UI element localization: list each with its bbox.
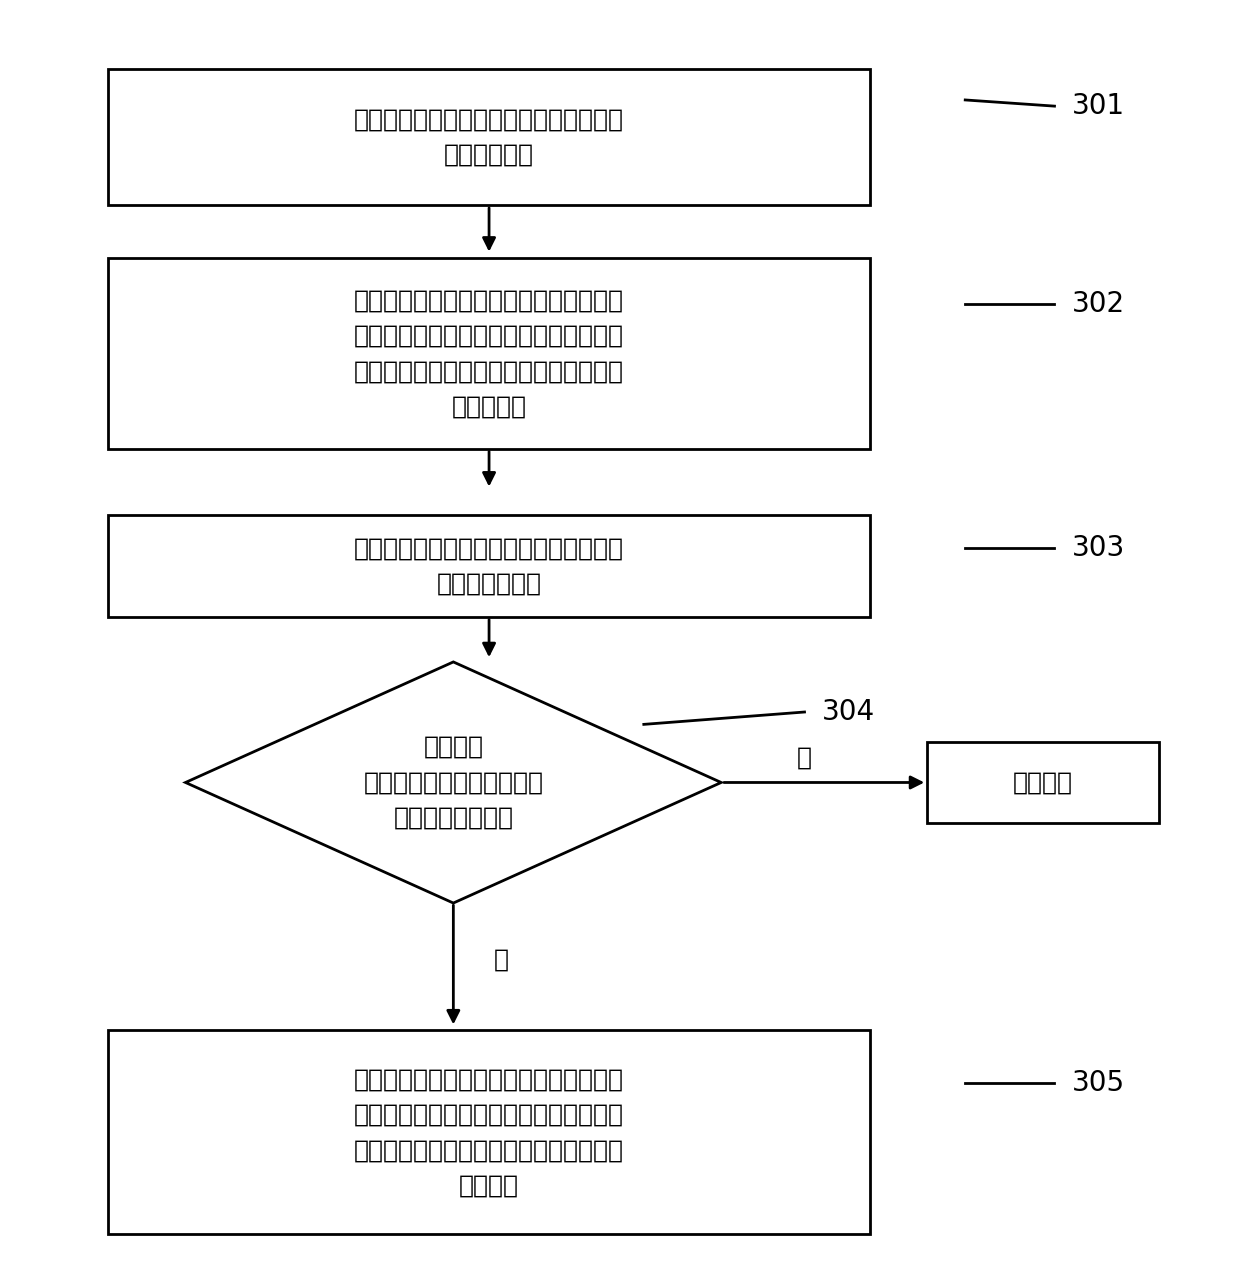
FancyBboxPatch shape xyxy=(926,742,1158,823)
Text: 根据预设系数和所述检测量差值，对所述
预存转速和扭矩的设定范围与氮氧化物检
测量的对应关系中的氮氧化物检测量进行
补偿修正: 根据预设系数和所述检测量差值，对所述 预存转速和扭矩的设定范围与氮氧化物检 测量… xyxy=(355,1068,624,1198)
FancyBboxPatch shape xyxy=(108,70,870,205)
FancyBboxPatch shape xyxy=(108,515,870,617)
Polygon shape xyxy=(186,662,722,903)
Text: 304: 304 xyxy=(822,698,875,726)
Text: 302: 302 xyxy=(1073,290,1126,318)
FancyBboxPatch shape xyxy=(108,258,870,450)
Text: 是: 是 xyxy=(494,947,508,971)
Text: 301: 301 xyxy=(1073,93,1126,120)
Text: 提示故障: 提示故障 xyxy=(1013,770,1073,795)
Text: 获取氮氧化物传感器的氮氧化物检测量作
为第一检测量: 获取氮氧化物传感器的氮氧化物检测量作 为第一检测量 xyxy=(355,107,624,166)
Text: 303: 303 xyxy=(1073,533,1126,562)
Text: 判断所述
检测量差值是否存在于预设
检测量差值范围内: 判断所述 检测量差值是否存在于预设 检测量差值范围内 xyxy=(363,735,543,829)
Text: 在预存转速和扭矩的设定范围与氮氧化物
检测量的对应关系中，查找当前转速和扭
矩的设定范围对应的氮氧化物检测量作为
第二检测量: 在预存转速和扭矩的设定范围与氮氧化物 检测量的对应关系中，查找当前转速和扭 矩的… xyxy=(355,289,624,419)
Text: 计算所述第一检测量与所述第二检测量之
间的检测量差值: 计算所述第一检测量与所述第二检测量之 间的检测量差值 xyxy=(355,536,624,596)
Text: 305: 305 xyxy=(1073,1069,1126,1097)
FancyBboxPatch shape xyxy=(108,1030,870,1234)
Text: 否: 否 xyxy=(797,746,812,770)
